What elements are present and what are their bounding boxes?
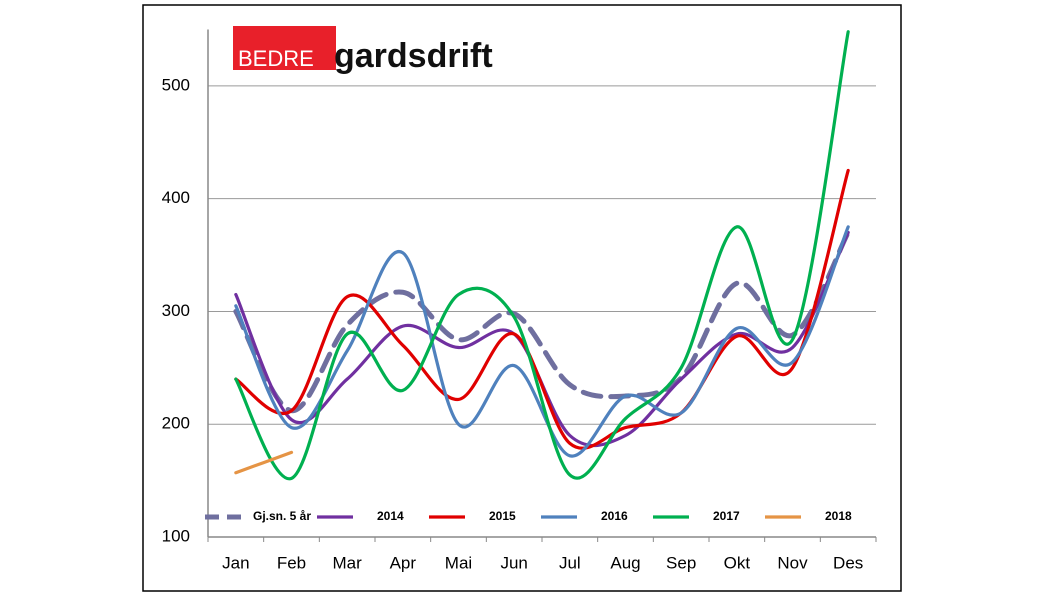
x-tick-label: Sep [666, 553, 696, 572]
y-tick-label: 400 [162, 188, 190, 207]
x-tick-label: Apr [390, 553, 417, 572]
y-tick-label: 100 [162, 526, 190, 545]
series-line [234, 168, 850, 450]
legend-label: 2014 [377, 509, 404, 523]
y-tick-label: 500 [162, 75, 190, 94]
series-line [233, 230, 851, 414]
chart-border [142, 4, 902, 592]
y-tick-label: 200 [162, 414, 190, 433]
legend-label: 2018 [825, 509, 852, 523]
logo-red: BEDRE [238, 46, 314, 71]
legend-label: 2016 [601, 509, 628, 523]
x-tick-label: Des [833, 553, 863, 572]
x-tick-label: Jul [559, 553, 581, 572]
x-tick-label: Okt [724, 553, 751, 572]
series-line [234, 225, 850, 458]
x-tick-label: Nov [777, 553, 808, 572]
x-tick-label: Aug [610, 553, 640, 572]
x-tick-label: Jun [500, 553, 527, 572]
x-tick-label: Feb [277, 553, 306, 572]
x-tick-label: Mar [333, 553, 363, 572]
logo-box [233, 26, 336, 70]
x-tick-label: Mai [445, 553, 472, 572]
series-line [234, 450, 294, 475]
legend-label: 2015 [489, 509, 516, 523]
logo-black: gardsdrift [334, 37, 493, 75]
y-tick-label: 300 [162, 301, 190, 320]
series-line [234, 30, 850, 480]
legend-label: Gj.sn. 5 år [253, 509, 311, 523]
legend-label: 2017 [713, 509, 740, 523]
x-tick-label: Jan [222, 553, 249, 572]
